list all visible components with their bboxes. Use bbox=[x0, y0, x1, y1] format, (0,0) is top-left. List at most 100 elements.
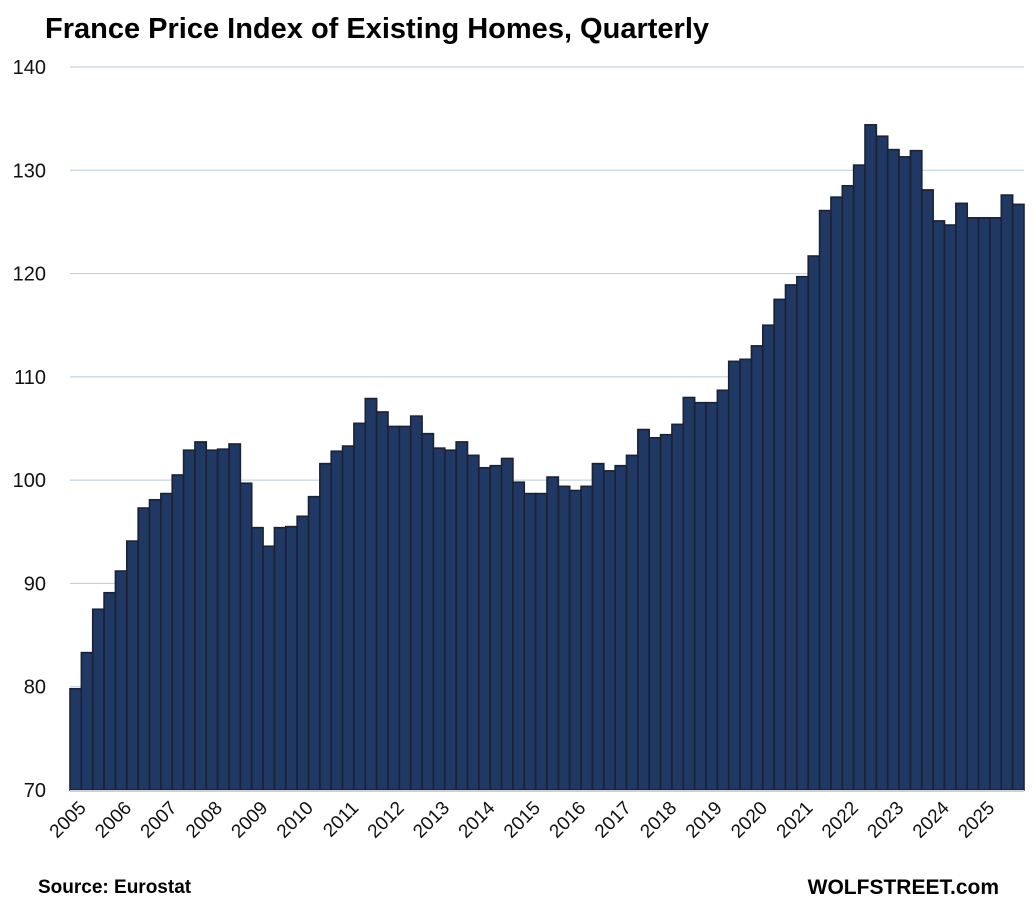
x-tick-label: 2006 bbox=[91, 798, 136, 843]
bar bbox=[455, 441, 469, 791]
bar bbox=[693, 401, 707, 791]
bar bbox=[886, 148, 900, 791]
bar bbox=[591, 462, 605, 791]
bar bbox=[864, 124, 878, 791]
x-tick-label: 2021 bbox=[773, 798, 818, 843]
bar bbox=[125, 540, 139, 791]
bar bbox=[194, 441, 208, 791]
y-axis-ticks: 70 80 90 100 110 120 130 140 bbox=[13, 57, 46, 802]
bar bbox=[387, 425, 401, 791]
bar bbox=[580, 485, 594, 791]
x-tick-label: 2007 bbox=[137, 798, 182, 843]
bar bbox=[807, 255, 821, 791]
x-tick-label: 2014 bbox=[455, 797, 500, 842]
bar bbox=[512, 481, 526, 791]
bar bbox=[375, 411, 389, 791]
bar bbox=[932, 220, 946, 791]
bar bbox=[330, 450, 344, 791]
bar bbox=[160, 492, 174, 791]
bar bbox=[239, 482, 253, 791]
bar bbox=[761, 324, 775, 791]
y-tick-label: 80 bbox=[24, 677, 46, 699]
bar bbox=[421, 432, 435, 791]
bar bbox=[171, 474, 185, 791]
bar bbox=[250, 526, 264, 791]
bar bbox=[773, 298, 787, 791]
x-tick-label: 2019 bbox=[682, 798, 727, 843]
bar bbox=[727, 360, 741, 791]
x-tick-label: 2017 bbox=[591, 798, 636, 843]
source-note: Source: Eurostat bbox=[38, 877, 192, 898]
y-tick-label: 130 bbox=[13, 160, 46, 182]
bar bbox=[489, 464, 503, 791]
bar bbox=[546, 476, 560, 791]
bar bbox=[557, 485, 571, 791]
bar bbox=[273, 526, 287, 791]
bar bbox=[909, 149, 923, 791]
bar bbox=[989, 217, 1003, 791]
bar bbox=[398, 425, 412, 791]
bar bbox=[341, 445, 355, 791]
bar bbox=[671, 423, 685, 791]
bar bbox=[716, 389, 730, 791]
bar bbox=[364, 397, 378, 791]
bar bbox=[205, 449, 219, 791]
y-tick-label: 70 bbox=[24, 780, 46, 802]
bar bbox=[478, 466, 492, 791]
bar bbox=[648, 436, 662, 791]
x-tick-label: 2024 bbox=[909, 797, 954, 842]
y-tick-label: 90 bbox=[24, 573, 46, 595]
x-tick-label: 2018 bbox=[636, 798, 681, 843]
bar bbox=[1011, 203, 1025, 791]
x-tick-label: 2015 bbox=[500, 798, 545, 843]
y-tick-label: 120 bbox=[13, 264, 46, 286]
x-axis-ticks: 2005 2006 2007 2008 2009 2010 2011 2012 2013 2014… bbox=[46, 797, 999, 842]
bar bbox=[216, 448, 230, 791]
bar bbox=[955, 202, 969, 791]
bar bbox=[500, 457, 514, 791]
bar bbox=[614, 464, 628, 791]
y-tick-label: 140 bbox=[13, 57, 46, 79]
bar bbox=[637, 428, 651, 791]
x-tick-label: 2009 bbox=[228, 798, 273, 843]
x-tick-label: 2012 bbox=[364, 798, 409, 843]
x-tick-label: 2008 bbox=[182, 798, 227, 843]
bar bbox=[262, 545, 276, 791]
bar bbox=[750, 345, 764, 791]
bar bbox=[659, 433, 673, 791]
bar bbox=[898, 156, 912, 791]
bar bbox=[977, 217, 991, 791]
x-tick-label: 2010 bbox=[273, 798, 318, 843]
brand-label: WOLFSTREET.com bbox=[808, 876, 999, 899]
bar bbox=[296, 515, 310, 791]
bar bbox=[796, 275, 810, 791]
bar bbox=[1000, 194, 1014, 791]
x-tick-label: 2020 bbox=[727, 798, 772, 843]
bar bbox=[523, 492, 537, 791]
x-tick-label: 2011 bbox=[319, 798, 363, 842]
bar bbox=[943, 224, 957, 791]
bar bbox=[307, 495, 321, 791]
bar bbox=[625, 454, 639, 791]
bar bbox=[875, 135, 889, 791]
bar bbox=[443, 449, 457, 791]
bar bbox=[114, 570, 128, 791]
bar bbox=[966, 217, 980, 791]
x-tick-label: 2005 bbox=[46, 798, 91, 843]
bar bbox=[568, 489, 582, 791]
x-tick-label: 2023 bbox=[864, 798, 909, 843]
bar bbox=[228, 443, 242, 791]
bar bbox=[739, 358, 753, 791]
bar bbox=[69, 687, 83, 791]
bar bbox=[353, 422, 367, 791]
bar bbox=[534, 492, 548, 791]
y-tick-label: 100 bbox=[13, 470, 46, 492]
bar bbox=[784, 284, 798, 791]
chart-title: France Price Index of Existing Homes, Qu… bbox=[45, 13, 709, 45]
x-tick-label: 2025 bbox=[954, 798, 999, 843]
bar bbox=[80, 651, 94, 791]
bar bbox=[137, 507, 151, 791]
bar bbox=[852, 164, 866, 791]
bar bbox=[602, 470, 616, 791]
x-tick-label: 2013 bbox=[409, 798, 454, 843]
